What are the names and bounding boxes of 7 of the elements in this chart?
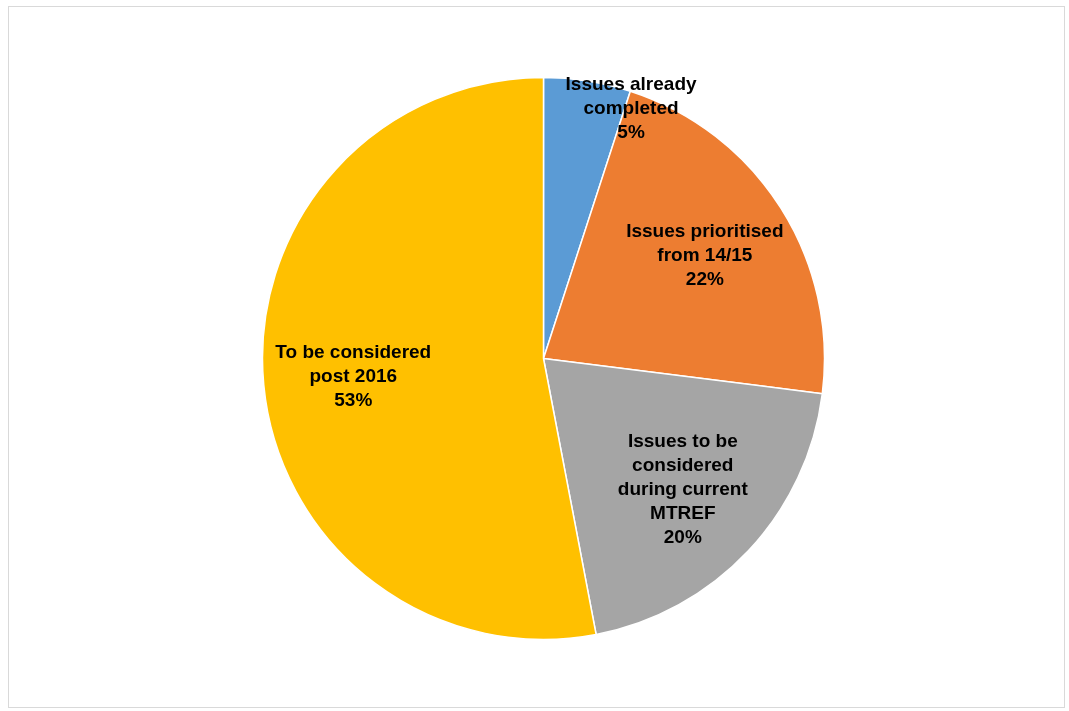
data-label: 22% [685, 268, 724, 290]
slice-label: Issues to be considered during current MTREF [617, 429, 749, 523]
slice-label: To be considered post 2016 [275, 340, 432, 386]
slice-label: Issues prioritised from 14/15 [626, 220, 784, 266]
data-label: 5% [617, 120, 645, 142]
data-label: 20% [663, 525, 702, 547]
data-label: 53% [334, 388, 373, 410]
